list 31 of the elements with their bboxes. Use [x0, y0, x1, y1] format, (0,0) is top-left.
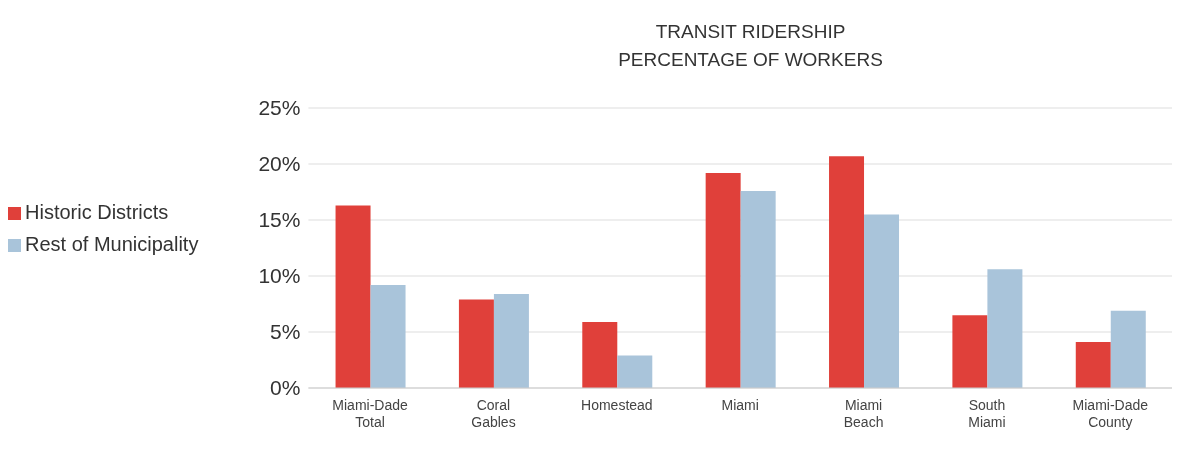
- bar: [829, 156, 865, 388]
- y-tick-label: 15%: [258, 208, 301, 232]
- x-tick-label: Miami Beach: [843, 397, 884, 430]
- bar: [582, 321, 618, 388]
- bar: [370, 284, 406, 388]
- y-tick-label: 25%: [258, 96, 301, 120]
- bar: [335, 205, 371, 388]
- bar: [493, 293, 529, 388]
- x-tick-label: Homestead: [581, 397, 653, 413]
- legend-label: Rest of Municipality: [25, 233, 199, 255]
- bar: [987, 269, 1023, 388]
- bar: [1110, 310, 1146, 388]
- bar: [617, 355, 653, 388]
- bar: [952, 315, 988, 388]
- x-tick-label: Miami-Dade Total: [332, 397, 409, 430]
- chart-subtitle: PERCENTAGE OF WORKERS: [617, 48, 884, 72]
- bar: [740, 190, 776, 388]
- y-tick-label: 0%: [270, 376, 301, 400]
- bar: [705, 172, 741, 388]
- chart-title: TRANSIT RIDERSHIP: [654, 20, 847, 44]
- bar: [458, 299, 494, 388]
- legend-label: Historic Districts: [25, 201, 169, 223]
- bar: [1075, 342, 1111, 388]
- y-tick-label: 5%: [270, 320, 301, 344]
- x-tick-label: Coral Gables: [471, 397, 516, 430]
- x-tick-label: Miami-Dade County: [1072, 397, 1149, 430]
- bar: [864, 214, 900, 388]
- y-tick-label: 10%: [258, 264, 301, 288]
- y-tick-label: 20%: [258, 152, 301, 176]
- x-tick-label: Miami: [721, 397, 759, 413]
- x-tick-label: South Miami: [968, 397, 1006, 430]
